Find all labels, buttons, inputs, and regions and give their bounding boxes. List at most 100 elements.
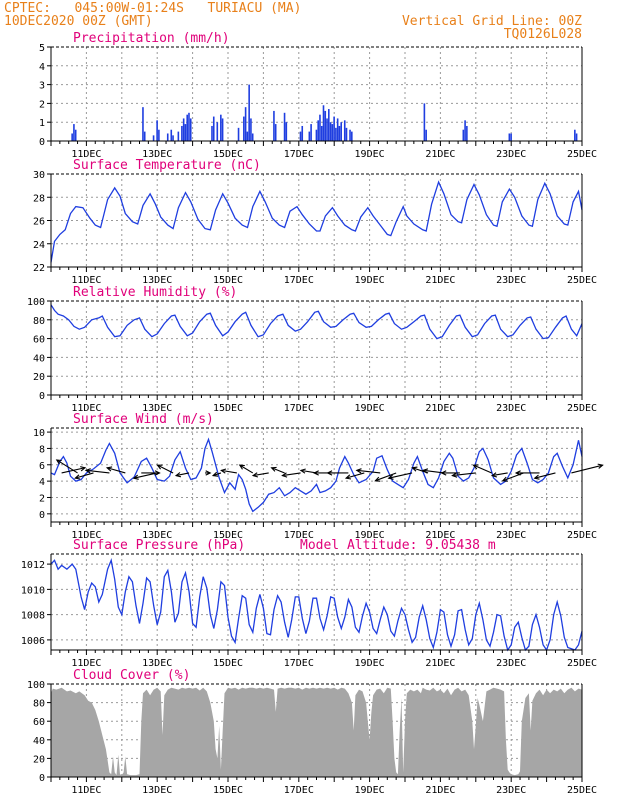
y-tick-label: 0: [39, 391, 45, 402]
x-tick-label: 11DEC: [71, 149, 101, 160]
y-tick-label: 100: [27, 297, 45, 308]
x-tick-label: 21DEC: [425, 658, 455, 669]
panel-3: [47, 427, 583, 527]
y-tick-label: 0: [39, 510, 45, 521]
precip-bar: [244, 107, 247, 141]
y-tick-label: 26: [33, 217, 45, 228]
precip-bar: [142, 107, 144, 141]
precip-bar: [510, 133, 512, 141]
x-tick-label: 21DEC: [425, 530, 455, 541]
y-tick-label: 4: [39, 477, 45, 488]
grid-line-note: Vertical Grid Line: 00Z: [401, 14, 582, 29]
wind-arrowhead: [281, 472, 288, 478]
precip-bar: [462, 129, 465, 141]
y-tick-label: 40: [33, 353, 45, 364]
wind-vector: [56, 459, 78, 474]
panel-title: Surface Pressure (hPa): [73, 538, 245, 553]
y-tick-label: 1006: [21, 636, 45, 647]
wind-arrowhead: [80, 466, 87, 472]
x-tick-label: 25DEC: [567, 785, 597, 796]
wind-arrowhead: [451, 472, 458, 478]
wind-arrowhead: [74, 474, 81, 480]
x-tick-label: 11DEC: [71, 785, 101, 796]
series-line: [50, 304, 583, 340]
wind-vector: [534, 472, 556, 479]
wind-vector: [85, 469, 110, 474]
model-id: TQ0126L028: [503, 27, 582, 42]
precip-bar: [335, 127, 337, 141]
precip-bar: [326, 118, 328, 141]
precip-bar: [73, 124, 75, 141]
y-tick-label: 60: [33, 717, 45, 728]
wind-vector: [253, 472, 269, 477]
precip-bar: [322, 105, 325, 141]
panel-title: Precipitation (mm/h): [73, 31, 230, 46]
wind-vector: [271, 467, 285, 474]
x-tick-label: 19DEC: [355, 785, 385, 796]
wind-arrowhead: [326, 470, 333, 476]
x-tick-label: 11DEC: [71, 403, 101, 414]
y-tick-label: 28: [33, 193, 45, 204]
precip-bar: [248, 84, 250, 141]
precip-bar: [172, 135, 174, 141]
precip-bar: [285, 122, 288, 141]
wind-arrowhead: [154, 470, 161, 476]
x-tick-label: 23DEC: [496, 530, 526, 541]
wind-vector: [502, 472, 524, 482]
precip-bar: [343, 120, 346, 141]
precip-bar: [336, 118, 339, 141]
precip-bar: [340, 122, 342, 141]
x-tick-label: 17DEC: [284, 149, 314, 160]
wind-vector: [239, 464, 254, 474]
wind-vector: [452, 472, 476, 477]
y-tick-label: 100: [27, 680, 45, 691]
x-tick-label: 21DEC: [425, 403, 455, 414]
x-tick-label: 17DEC: [284, 785, 314, 796]
wind-arrowhead: [55, 459, 62, 465]
run-date: 10DEC2020 00Z (GMT): [4, 14, 153, 29]
y-tick-label: 10: [33, 428, 45, 439]
y-tick-label: 24: [33, 240, 45, 251]
x-tick-label: 23DEC: [496, 658, 526, 669]
precip-bar: [152, 135, 155, 141]
x-tick-label: 17DEC: [284, 403, 314, 414]
wind-vector: [106, 467, 126, 474]
wind-vector: [571, 464, 603, 474]
x-tick-label: 11DEC: [71, 530, 101, 541]
y-tick-label: 1012: [21, 560, 45, 571]
y-tick-label: 8: [39, 444, 45, 455]
x-tick-label: 25DEC: [567, 530, 597, 541]
x-tick-label: 25DEC: [567, 658, 597, 669]
x-tick-label: 13DEC: [142, 403, 172, 414]
panel-5: [47, 683, 583, 782]
wind-vector: [345, 472, 365, 479]
panel-2: [47, 300, 583, 400]
precip-bar: [351, 131, 353, 141]
precip-bar: [250, 118, 252, 141]
x-tick-label: 23DEC: [496, 275, 526, 286]
wind-arrowhead: [211, 471, 219, 477]
y-tick-label: 0: [39, 773, 45, 784]
wind-vector: [356, 469, 381, 474]
precip-bar: [211, 125, 213, 141]
precip-bar: [331, 124, 334, 141]
wind-arrowhead: [472, 464, 479, 470]
panel-0: [47, 46, 583, 146]
precip-bar: [274, 124, 277, 141]
wind-arrowhead: [220, 468, 227, 474]
x-tick-label: 21DEC: [425, 785, 455, 796]
panel-subtitle: Model Altitude: 9.05438 m: [300, 538, 496, 553]
wind-vector: [75, 472, 94, 479]
wind-arrowhead: [355, 468, 362, 474]
wind-arrowhead: [490, 472, 498, 478]
x-tick-label: 15DEC: [213, 149, 243, 160]
precip-bar: [319, 114, 321, 141]
x-tick-label: 21DEC: [425, 149, 455, 160]
wind-vector: [473, 464, 492, 474]
precip-bar: [177, 131, 180, 141]
wind-vector: [491, 472, 508, 477]
wind-arrowhead: [156, 464, 163, 470]
precip-bar: [74, 129, 77, 141]
y-tick-label: 4: [39, 62, 45, 73]
